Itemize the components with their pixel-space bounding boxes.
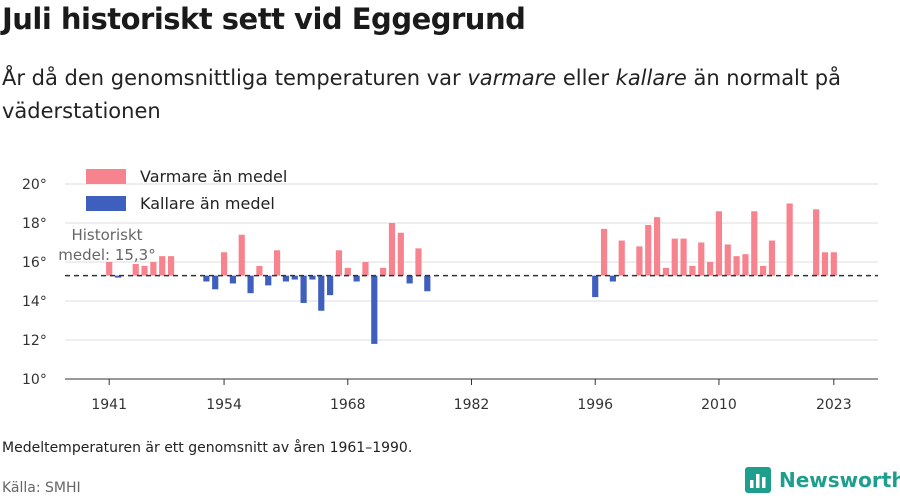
bar-2018 (786, 203, 793, 276)
bar-1972 (380, 267, 387, 276)
bar-2012 (733, 256, 740, 276)
bar-2003 (653, 217, 661, 276)
legend-swatch-cold (86, 196, 126, 211)
bar-2013 (742, 254, 749, 276)
bar-1996 (592, 275, 599, 298)
subtitle-part: än normalt på väderstationen (2, 66, 841, 123)
temperature-chart: 10° 12° 14° 16° 18° 20° 1941 1954 1968 1982 1996 2… (22, 167, 878, 413)
bar-1947 (159, 256, 166, 276)
y-tick-label: 18° (22, 216, 47, 232)
bar-2015 (760, 265, 767, 276)
bar-2009 (707, 262, 714, 276)
bar-1958 (256, 265, 263, 276)
bar-1957 (247, 275, 254, 294)
bar-1970 (362, 262, 369, 276)
bar-2010 (715, 211, 723, 276)
bar-2002 (645, 224, 652, 276)
bar-2007 (689, 265, 696, 276)
brand-logo: Newsworthy (745, 467, 900, 493)
bar-1959 (265, 275, 272, 286)
subtitle-part: År då den genomsnittliga temperaturen va… (2, 66, 468, 90)
bar-1967 (335, 250, 343, 276)
x-tick-label: 2023 (816, 397, 852, 413)
reference-label: Historiskt medel: 15,3° (58, 226, 155, 264)
page-title: Juli historiskt sett vid Eggegrund (2, 2, 526, 36)
bar-1975 (406, 275, 413, 284)
x-tick-label: 1954 (206, 397, 242, 413)
bar-1966 (327, 275, 334, 296)
bar-1946 (150, 262, 157, 276)
reference-label-line: medel: 15,3° (58, 246, 155, 264)
bar-2023 (830, 252, 837, 276)
subtitle-part: varmare (467, 66, 557, 90)
footnote: Medeltemperaturen är ett genomsnitt av å… (2, 440, 413, 456)
legend-swatch-warm (86, 169, 126, 184)
bar-2016 (768, 240, 776, 276)
bar-2001 (636, 246, 643, 276)
bar-2004 (662, 267, 670, 276)
bar-1952 (203, 275, 210, 282)
bar-1977 (424, 275, 431, 292)
y-tick-label: 12° (22, 333, 47, 349)
bar-1965 (318, 275, 325, 311)
bar-1941 (106, 262, 113, 276)
x-tick-label: 1941 (91, 397, 127, 413)
bar-1964 (309, 275, 316, 280)
chart-legend: Varmare än medel Kallare än medel (86, 167, 287, 213)
bar-1963 (300, 275, 307, 303)
bar-1960 (273, 250, 281, 276)
chart-bars (106, 203, 837, 344)
bar-1956 (238, 234, 245, 276)
bar-1997 (600, 228, 608, 276)
y-tick-label: 20° (22, 177, 47, 193)
bar-2022 (821, 252, 829, 276)
reference-label-line: Historiskt (71, 226, 142, 244)
bar-1998 (609, 275, 616, 282)
bar-1945 (141, 265, 148, 276)
bar-1948 (167, 256, 175, 276)
subtitle-part: eller (556, 66, 616, 90)
bar-1953 (212, 275, 219, 290)
bar-1962 (291, 275, 298, 280)
legend-label-warm: Varmare än medel (140, 167, 287, 186)
bar-1968 (344, 267, 351, 276)
x-tick-label: 1996 (577, 397, 613, 413)
page-subtitle: År då den genomsnittliga temperaturen va… (2, 62, 882, 128)
x-tick-label: 1982 (454, 397, 490, 413)
newsworthy-logo-icon (745, 467, 771, 493)
bar-1973 (388, 223, 396, 276)
y-tick-label: 16° (22, 255, 47, 271)
bar-1999 (618, 240, 625, 276)
x-tick-label: 2010 (701, 397, 737, 413)
bar-2011 (724, 244, 731, 276)
bar-2006 (680, 238, 687, 276)
bar-1969 (353, 275, 360, 282)
bar-2021 (813, 209, 820, 276)
bar-1976 (415, 248, 422, 276)
bar-2014 (751, 211, 758, 276)
bar-1942 (114, 275, 122, 278)
legend-label-cold: Kallare än medel (140, 194, 275, 213)
x-axis: 1941 1954 1968 1982 1996 2010 2023 (65, 378, 878, 413)
bar-1954 (220, 252, 228, 276)
bar-1961 (282, 275, 290, 282)
bar-1974 (397, 232, 404, 276)
bar-2005 (671, 238, 678, 276)
y-tick-label: 14° (22, 294, 47, 310)
bar-1955 (229, 275, 236, 284)
bar-2008 (698, 242, 705, 276)
bar-1944 (132, 263, 139, 276)
bar-1971 (371, 275, 378, 344)
y-axis-ticks: 10° 12° 14° 16° 18° 20° (22, 177, 47, 388)
brand-name: Newsworthy (779, 468, 900, 492)
source-credit: Källa: SMHI (2, 480, 81, 496)
x-tick-label: 1968 (330, 397, 366, 413)
y-tick-label: 10° (22, 372, 47, 388)
subtitle-part: kallare (615, 66, 687, 90)
